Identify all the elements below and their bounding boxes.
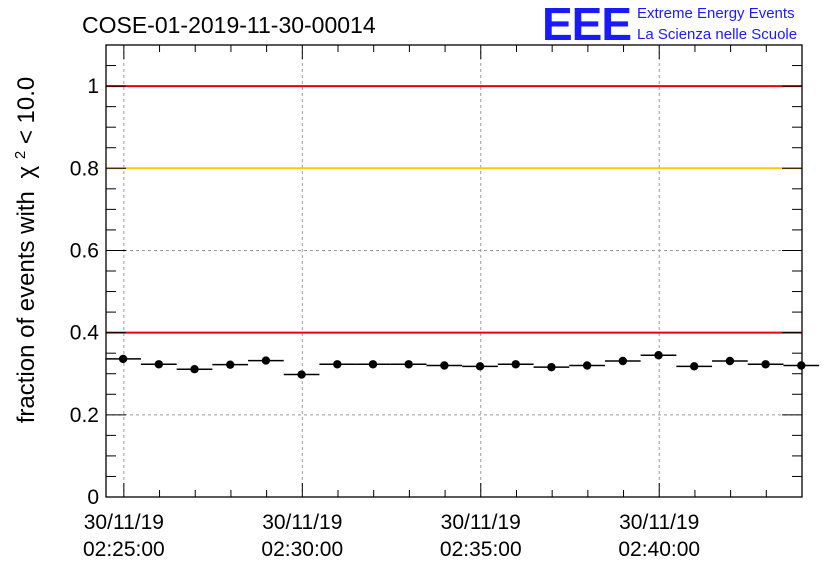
data-point xyxy=(333,360,342,369)
data-point xyxy=(761,360,770,369)
data-point xyxy=(404,360,413,369)
data-point xyxy=(368,360,378,369)
data-series xyxy=(105,351,820,379)
data-point xyxy=(618,356,628,366)
axes: 0 0.2 0.4 0.6 0.8 1 30/11/19 02:25:00 30/11/19 02… xyxy=(70,44,803,561)
data-point xyxy=(690,362,699,371)
eee-logo-line2: La Scienza nelle Scuole xyxy=(637,26,797,43)
y-axis-label: fraction of events with χ 2 < 10.0 xyxy=(4,77,40,424)
plot-frame xyxy=(105,44,803,498)
y-axis-label-superscript: 2 xyxy=(12,151,29,159)
chart-title: COSE-01-2019-11-30-00014 xyxy=(82,12,376,38)
y-tick-label: 1 xyxy=(87,75,99,98)
data-point xyxy=(190,365,199,374)
x-tick-label-time: 02:30:00 xyxy=(261,538,343,561)
data-point xyxy=(440,361,449,370)
data-point xyxy=(582,361,592,370)
y-axis-label-rest: < 10.0 xyxy=(13,77,40,144)
x-tick-label-date: 30/11/19 xyxy=(262,511,342,534)
y-tick-label: 0.2 xyxy=(70,404,99,427)
grid-lines xyxy=(106,45,802,497)
eee-logo-mark: EEE xyxy=(542,0,631,50)
data-point xyxy=(297,370,306,379)
eee-logo: EEE Extreme Energy Events La Scienza nel… xyxy=(542,0,797,50)
data-point xyxy=(654,351,663,360)
x-tick-label-time: 02:40:00 xyxy=(618,538,700,561)
x-tick-label-time: 02:25:00 xyxy=(83,538,165,561)
x-tick-label-date: 30/11/19 xyxy=(84,511,164,534)
data-point xyxy=(725,356,735,366)
data-point xyxy=(261,356,271,365)
data-point xyxy=(475,362,485,371)
data-point xyxy=(226,360,235,369)
data-point xyxy=(547,362,556,372)
data-point xyxy=(797,361,806,370)
reference-lines xyxy=(106,85,802,334)
x-tick-label-date: 30/11/19 xyxy=(441,511,521,534)
x-tick-label-date: 30/11/19 xyxy=(619,511,699,534)
data-point xyxy=(511,360,520,369)
y-tick-label: 0.8 xyxy=(70,157,99,180)
eee-logo-line1: Extreme Energy Events xyxy=(637,5,795,22)
y-tick-label: 0 xyxy=(87,486,99,509)
y-tick-label: 0.4 xyxy=(70,322,100,345)
data-point xyxy=(118,354,128,364)
x-tick-label-time: 02:35:00 xyxy=(440,538,522,561)
data-point xyxy=(154,360,164,369)
y-axis-label-chi: χ xyxy=(13,165,40,178)
y-axis-label-text: fraction of events with xyxy=(13,191,40,423)
y-tick-label: 0.6 xyxy=(70,239,99,262)
